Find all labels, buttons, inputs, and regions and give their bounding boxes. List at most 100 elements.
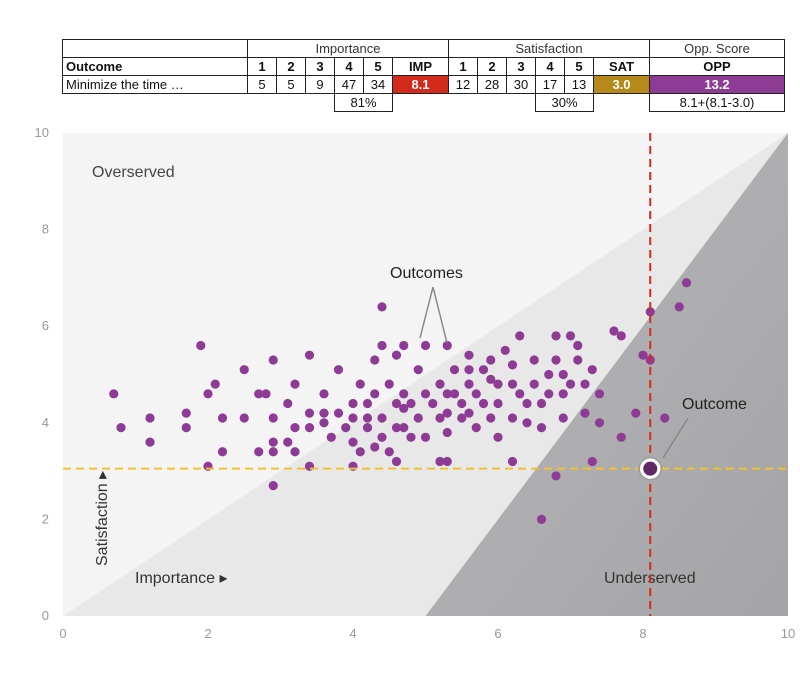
outcome-point [442, 340, 452, 351]
outcome-point [428, 398, 438, 409]
outcomes-annotation: Outcomes [390, 265, 463, 282]
axis-ticks: 0 2 4 6 8 10 0 2 4 6 8 10 [35, 125, 796, 641]
column-header-row: Outcome 1 2 3 4 5 IMP 1 2 3 4 5 SAT OPP [62, 57, 785, 76]
outcome-point [413, 413, 423, 423]
outcome-point [362, 413, 373, 423]
outcome-point [551, 471, 561, 481]
outcome-point [681, 278, 692, 288]
outcome-point [587, 365, 597, 375]
outcome-point [391, 456, 402, 467]
outcome-point [181, 423, 191, 433]
outcome-point [442, 427, 452, 438]
outcome-point [464, 350, 474, 360]
outcome-point [348, 413, 358, 423]
outcome-point [384, 447, 394, 457]
outcome-point [544, 369, 554, 380]
outcome-point [348, 437, 358, 447]
outcome-point [457, 398, 467, 409]
overserved-label: Overserved [92, 164, 175, 181]
opportunity-score-table: Importance Satisfaction Opp. Score Outco… [62, 39, 785, 112]
outcome-point [544, 389, 554, 399]
y-tick-label: 2 [42, 511, 49, 526]
outcome-point [210, 379, 220, 389]
outcome-point [319, 418, 329, 428]
outcome-point [283, 398, 293, 409]
outcome-point [399, 403, 409, 413]
outcome-point [377, 302, 387, 312]
outcome-point [573, 355, 583, 365]
outcome-point [674, 302, 684, 312]
outcome-point [181, 408, 191, 418]
outcome-point [507, 456, 518, 467]
outcome-point [377, 432, 387, 442]
outcome-point [384, 379, 394, 389]
outcome-point [515, 331, 525, 341]
outcome-point [413, 365, 423, 375]
importance-top2-cell: 81% [334, 93, 393, 112]
outcome-data-row: Minimize the time … 5 5 9 47 34 8.1 12 2… [62, 75, 785, 94]
outcome-point [399, 423, 409, 433]
outcome-point [594, 389, 605, 399]
outcome-point [464, 408, 474, 418]
outcome-point [420, 389, 431, 399]
outcome-point [558, 369, 568, 380]
imp-value-cell: 8.1 [392, 75, 449, 94]
x-tick-label: 8 [639, 626, 646, 641]
outcome-point [435, 413, 445, 423]
sat-count-1-cell: 12 [448, 75, 478, 94]
x-axis-label: Importance ▸ [135, 570, 228, 587]
outcome-point [580, 379, 590, 389]
outcome-point [457, 413, 467, 423]
outcome-point [304, 350, 315, 360]
opp-formula-cell: 8.1+(8.1-3.0) [649, 93, 785, 112]
outcome-point [362, 423, 373, 433]
outcome-point [391, 423, 402, 433]
outcome-point [515, 389, 525, 399]
outcome-point [522, 418, 532, 428]
outcome-point [471, 423, 481, 433]
data-points [109, 278, 692, 525]
outcome-point [536, 423, 547, 433]
outcome-point [616, 331, 626, 341]
outcome-callout: Outcome [638, 396, 747, 481]
outcome-point [449, 365, 460, 375]
outcome-point [478, 365, 489, 375]
outcome-point [449, 389, 460, 399]
outcome-point [319, 408, 329, 418]
outcome-point [558, 413, 568, 423]
outcome-point [326, 432, 336, 442]
y-tick-label: 0 [42, 608, 49, 623]
outcome-point [399, 340, 409, 351]
outcome-point [116, 423, 126, 433]
outcome-point [493, 398, 503, 409]
outcome-point [529, 379, 539, 389]
sat-count-4-cell: 17 [535, 75, 565, 94]
outcome-point [362, 398, 373, 409]
outcome-point [268, 413, 278, 423]
outcome-point [609, 326, 619, 336]
outcome-point [268, 447, 278, 457]
outcome-point [507, 379, 518, 389]
outcome-point [486, 374, 496, 384]
outcome-point [391, 350, 402, 360]
outcome-point [239, 365, 249, 375]
outcome-point [464, 379, 474, 389]
outcome-point [406, 398, 416, 409]
outcome-point [435, 379, 445, 389]
outcome-point [290, 379, 300, 389]
x-tick-label: 10 [781, 626, 795, 641]
outcome-point [551, 355, 561, 365]
outcomes-callout: Outcomes [390, 265, 463, 344]
outcome-point [573, 340, 583, 351]
y-tick-label: 8 [42, 222, 49, 237]
outcome-point [377, 413, 387, 423]
highlight-outcome-point [643, 461, 658, 476]
outcome-point [500, 345, 510, 355]
outcome-point [239, 413, 249, 423]
outcome-point [558, 389, 568, 399]
outcome-point [616, 432, 626, 442]
outcome-point [594, 418, 605, 428]
x-tick-label: 4 [349, 626, 356, 641]
outcome-point [645, 307, 655, 317]
